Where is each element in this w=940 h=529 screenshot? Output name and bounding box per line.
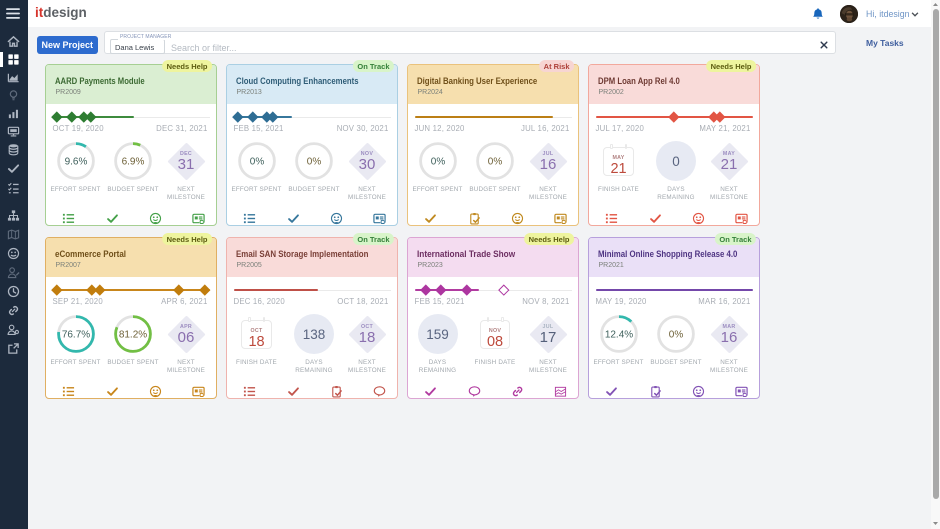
svg-text:0%: 0% bbox=[669, 330, 684, 341]
svg-text:0%: 0% bbox=[249, 157, 264, 168]
svg-text:9.6%: 9.6% bbox=[64, 157, 87, 168]
svg-text:81.2%: 81.2% bbox=[119, 330, 147, 341]
svg-text:76.7%: 76.7% bbox=[61, 330, 89, 341]
svg-text:6.9%: 6.9% bbox=[122, 157, 145, 168]
svg-text:0%: 0% bbox=[307, 157, 322, 168]
svg-text:0%: 0% bbox=[430, 157, 445, 168]
svg-text:0%: 0% bbox=[488, 157, 503, 168]
svg-text:12.4%: 12.4% bbox=[604, 330, 632, 341]
